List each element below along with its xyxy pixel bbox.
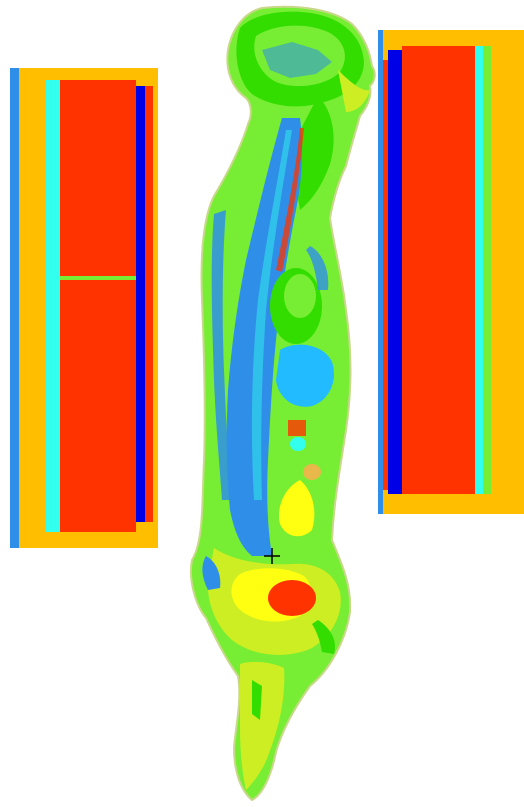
crosshair-marker: [264, 548, 280, 564]
liver-region: [276, 344, 334, 407]
bladder-region: [268, 580, 316, 616]
shield-panel-left: [10, 68, 158, 548]
shield-panel-right: [378, 30, 524, 514]
spine-column: [226, 118, 303, 556]
sagittal-body-section: [190, 5, 376, 802]
